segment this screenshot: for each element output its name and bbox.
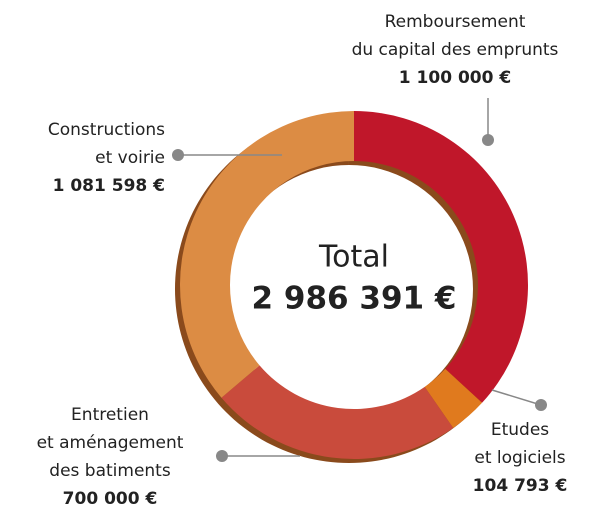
leader-dot	[482, 134, 494, 146]
leader-dot	[216, 450, 228, 462]
value-label: 1 081 598 €	[53, 176, 165, 196]
category-label: Etudes et logiciels	[474, 420, 565, 468]
value-label: 700 000 €	[63, 489, 158, 509]
category-label: Entretien et aménagement des batiments	[37, 405, 184, 481]
donut-segment	[221, 365, 454, 459]
leader-dot	[172, 149, 184, 161]
leader-dot	[535, 399, 547, 411]
value-label: 104 793 €	[473, 476, 568, 496]
value-label: 1 100 000 €	[399, 68, 511, 88]
donut-segment	[179, 111, 354, 398]
total-label: Total	[318, 240, 389, 275]
total-value: 2 986 391 €	[252, 281, 457, 317]
category-label: Remboursement du capital des emprunts	[352, 12, 559, 60]
donut-segment	[354, 111, 528, 403]
donut-segment	[424, 368, 483, 428]
donut: Remboursement du capital des emprunts 1 10…	[37, 12, 568, 509]
leader-line	[491, 389, 542, 406]
category-label: Constructions et voirie	[48, 120, 165, 168]
